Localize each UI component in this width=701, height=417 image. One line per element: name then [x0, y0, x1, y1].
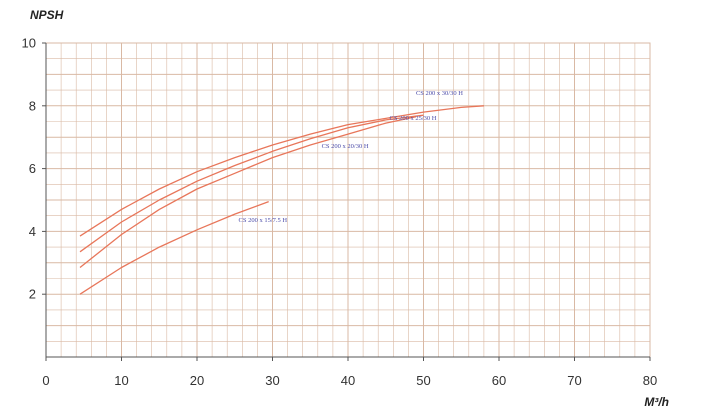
x-axis-title: M³/h — [644, 395, 669, 409]
y-tick-label: 4 — [29, 224, 36, 239]
x-tick-label: 10 — [114, 373, 128, 388]
y-tick-label: 2 — [29, 287, 36, 302]
series-line — [79, 200, 269, 295]
y-axis-title: NPSH — [30, 8, 64, 22]
series-line — [79, 105, 484, 237]
series-label: CS 200 x 20/30 H — [322, 143, 369, 150]
x-tick-label: 0 — [42, 373, 49, 388]
series-labels: CS 200 x 30/30 H CS 200 x 25/30 H CS 200 x… — [239, 90, 464, 224]
y-tick-label: 6 — [29, 161, 36, 176]
series-label: CS 200 x 15/7.5 H — [239, 217, 288, 224]
x-tick-label: 50 — [416, 373, 430, 388]
tick-labels: 0 10 20 30 40 50 60 70 80 2 4 6 8 10 — [22, 36, 658, 389]
series-label: CS 200 x 25/30 H — [390, 115, 437, 122]
series-label: CS 200 x 30/30 H — [416, 90, 463, 97]
x-tick-label: 40 — [341, 373, 355, 388]
series-lines — [79, 105, 484, 295]
x-tick-label: 30 — [265, 373, 279, 388]
y-tick-label: 10 — [22, 36, 36, 51]
grid — [45, 42, 651, 358]
x-tick-label: 60 — [492, 373, 506, 388]
y-tick-label: 8 — [29, 98, 36, 113]
x-tick-label: 80 — [643, 373, 657, 388]
series-line — [79, 116, 417, 269]
x-tick-label: 70 — [567, 373, 581, 388]
series-line — [79, 114, 424, 253]
x-tick-label: 20 — [190, 373, 204, 388]
